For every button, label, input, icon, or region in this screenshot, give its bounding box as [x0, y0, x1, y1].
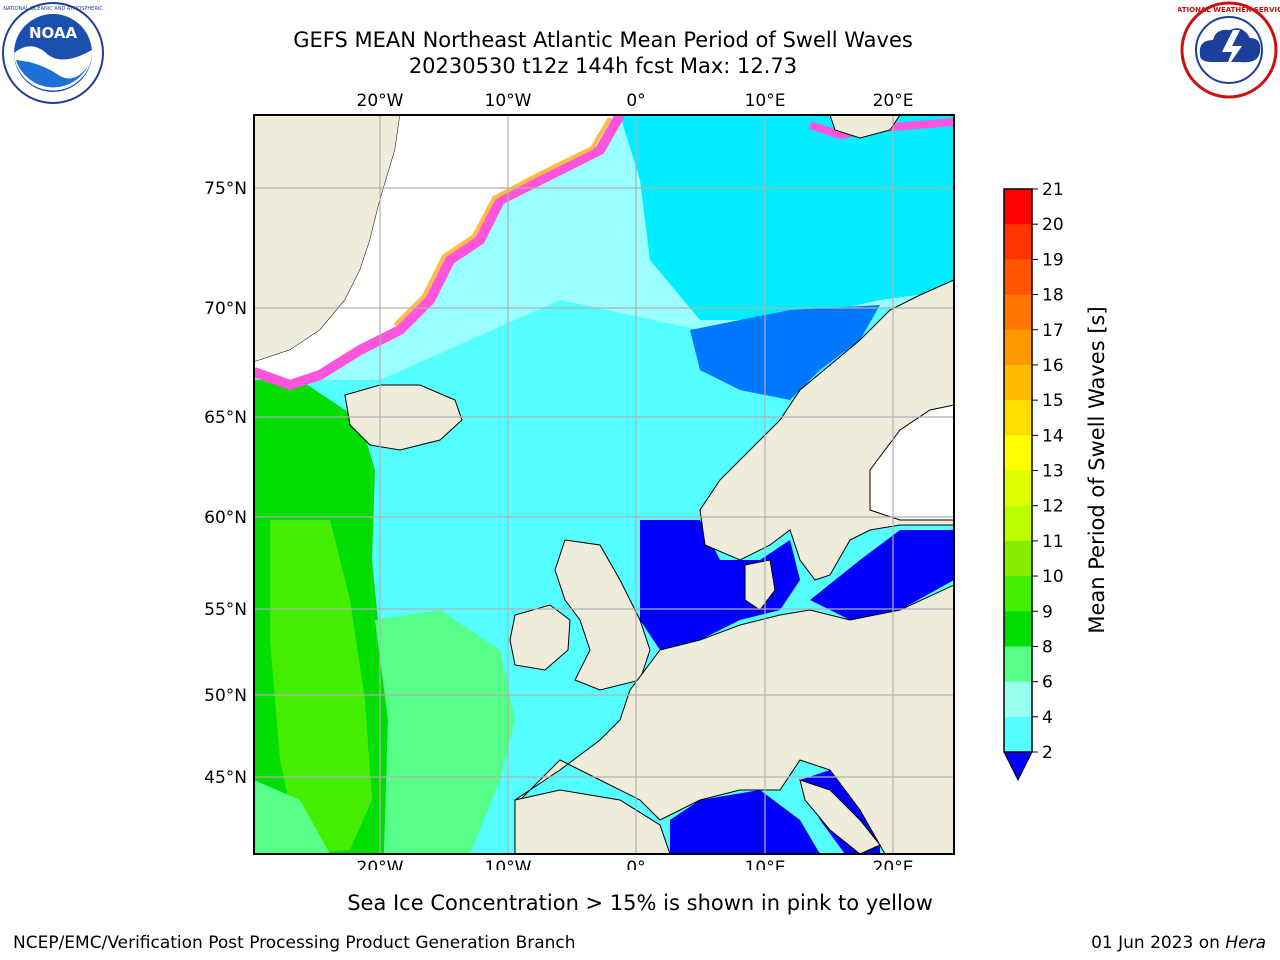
colorbar-tick-label: 15 — [1042, 391, 1064, 411]
colorbar-band — [1004, 540, 1032, 577]
colorbar-band — [1004, 294, 1032, 331]
colorbar-ticks: 21 20 19 18 17 16 15 14 13 12 11 10 9 8 6 4 2 — [1032, 180, 1064, 763]
sea-ice-edge-pink — [254, 115, 625, 391]
ireland-land — [509, 604, 571, 671]
ocean-barents-zone — [620, 115, 954, 320]
colorbar-band — [1004, 576, 1032, 612]
colorbar-tick-label: 14 — [1042, 426, 1064, 446]
lat-tick-left: 45°N — [204, 768, 247, 788]
colorbar-tick-label: 19 — [1042, 250, 1064, 270]
colorbar-band — [1004, 259, 1032, 296]
lat-tick-left: 75°N — [204, 179, 247, 199]
iberia-land — [514, 789, 671, 854]
footer-date: 01 Jun 2023 on Hera — [1091, 933, 1266, 953]
colorbar-tick-label: 17 — [1042, 321, 1064, 341]
great-britain-land — [554, 539, 651, 691]
colorbar-tick-label: 9 — [1042, 602, 1053, 622]
colorbar-band — [1004, 470, 1032, 507]
colorbar-tick-label: 16 — [1042, 356, 1064, 376]
lon-tick-bottom: 20°E — [873, 858, 914, 870]
colorbar-band — [1004, 716, 1032, 753]
lat-tick-left: 65°N — [204, 408, 247, 428]
lon-tick-bottom: 10°W — [485, 858, 532, 870]
ocean-light-green — [375, 610, 515, 854]
lon-tick-top: 10°W — [485, 91, 532, 111]
mediterranean-blue — [670, 790, 820, 854]
noaa-logo: NOAA NATIONAL OCEANIC AND ATMOSPHERIC — [2, 2, 104, 104]
colorbar-band — [1004, 646, 1032, 683]
graticule — [254, 115, 954, 854]
lat-tick-left: 55°N — [204, 600, 247, 620]
colorbar-tick-label: 4 — [1042, 708, 1053, 728]
lon-tick-top: 20°W — [357, 91, 404, 111]
sea-ice-edge-yellow — [393, 116, 612, 327]
colorbar-band — [1004, 681, 1032, 718]
colorbar-band — [1004, 329, 1032, 366]
lat-tick-left: 60°N — [204, 508, 247, 528]
colorbar-tick-label: 18 — [1042, 286, 1064, 306]
colorbar-band — [1004, 364, 1032, 401]
colorbar-band — [1004, 224, 1032, 260]
lon-tick-bottom: 20°W — [357, 858, 404, 870]
lon-tick-top: 20°E — [873, 91, 914, 111]
colorbar-tick-label: 12 — [1042, 497, 1064, 517]
colorbar-tick-label: 13 — [1042, 462, 1064, 482]
footer-host: Hera — [1225, 933, 1266, 953]
colorbar-tick-label: 21 — [1042, 180, 1064, 200]
sea-ice-note-text: Sea Ice Concentration > 15% is shown in … — [347, 891, 933, 915]
colorbar-band — [1004, 611, 1032, 647]
colorbar-extend-triangle — [1003, 751, 1033, 782]
sea-ice-note: Sea Ice Concentration > 15% is shown in … — [0, 891, 1280, 915]
north-sea-blue — [640, 520, 800, 650]
map-frame — [253, 114, 955, 855]
lat-tick-left: 50°N — [204, 686, 247, 706]
ocean-green-core — [270, 520, 372, 854]
colorbar-tick-label: 11 — [1042, 532, 1064, 552]
footer-date-text: 01 Jun 2023 on — [1091, 933, 1220, 953]
footer-branch: NCEP/EMC/Verification Post Processing Pr… — [13, 933, 576, 953]
gulf-of-bothnia — [869, 404, 954, 521]
colorbar-band — [1004, 189, 1032, 225]
ocean-norwegian-blue — [690, 305, 880, 400]
italy-land — [799, 779, 881, 854]
colorbar-tick-label: 2 — [1042, 743, 1053, 763]
colorbar-band — [1004, 505, 1032, 542]
lon-tick-bottom: 10°E — [745, 858, 786, 870]
svg-text:NATIONAL OCEANIC AND ATMOSPHER: NATIONAL OCEANIC AND ATMOSPHERIC — [3, 6, 103, 12]
lon-tick-top: 0° — [626, 91, 645, 111]
colorbar-tick-label: 6 — [1042, 673, 1053, 693]
swell-period-map: 20°W 10°W 0° 10°E 20°E 20°W 10°W 0° 10°E… — [204, 91, 955, 870]
nws-logo: NATIONAL WEATHER SERVICE — [1178, 1, 1280, 99]
svg-text:NOAA: NOAA — [29, 24, 78, 42]
colorbar-tick-label: 10 — [1042, 567, 1064, 587]
svalbard-land — [829, 115, 901, 139]
colorbar-label: Mean Period of Swell Waves [s] — [1085, 306, 1109, 634]
lon-tick-bottom: 0° — [626, 858, 645, 870]
colorbar: 21 20 19 18 17 16 15 14 13 12 11 10 9 8 6 4 2 — [1003, 180, 1064, 782]
colorbar-band — [1004, 435, 1032, 471]
map-title: GEFS MEAN Northeast Atlantic Mean Period… — [293, 28, 913, 52]
lon-tick-top: 10°E — [745, 91, 786, 111]
colorbar-tick-label: 8 — [1042, 637, 1053, 657]
baltic-blue — [810, 530, 954, 620]
colorbar-band — [1004, 400, 1032, 436]
map-subtitle: 20230530 t12z 144h fcst Max: 12.73 — [408, 54, 798, 78]
colorbar-bands — [1004, 189, 1032, 753]
denmark-land — [744, 559, 776, 611]
lat-tick-left: 70°N — [204, 299, 247, 319]
ocean-light-green-sw — [254, 780, 330, 854]
colorbar-tick-label: 20 — [1042, 215, 1064, 235]
svg-text:NATIONAL WEATHER SERVICE: NATIONAL WEATHER SERVICE — [1178, 6, 1280, 14]
